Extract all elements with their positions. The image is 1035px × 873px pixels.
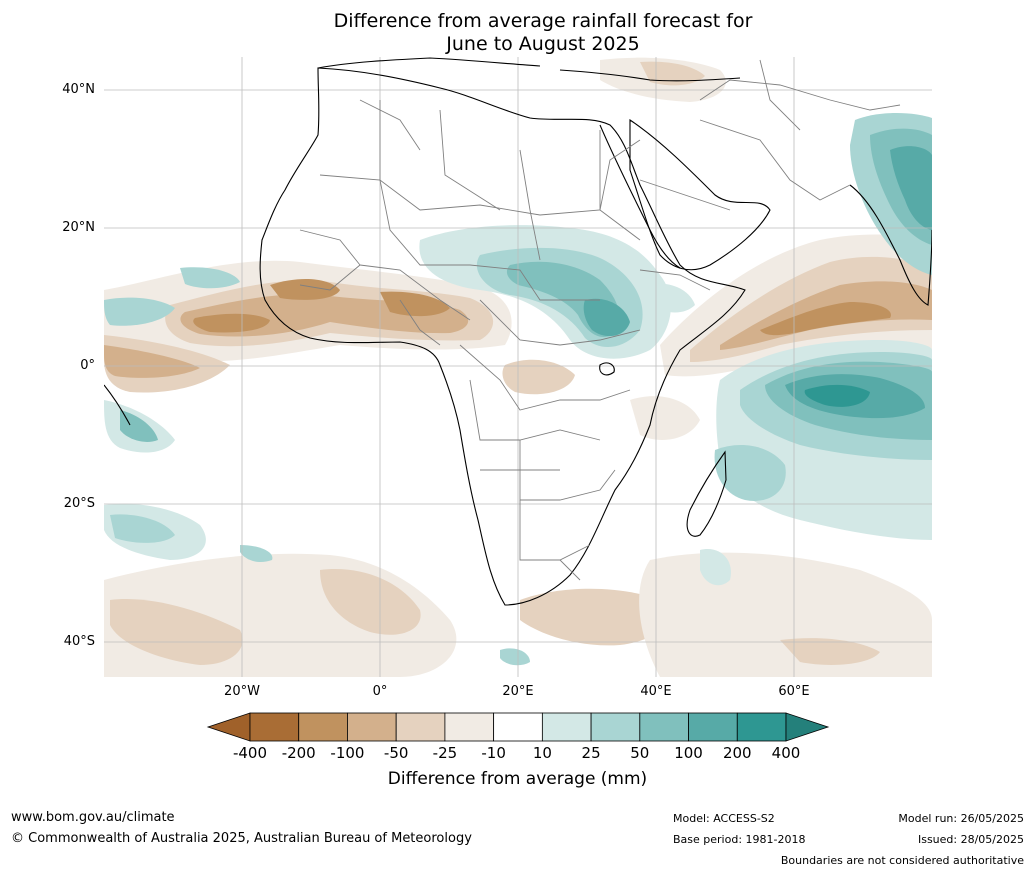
footer-copyright: © Commonwealth of Australia 2025, Austra… (11, 831, 472, 846)
lon-label-60E: 60°E (778, 684, 810, 699)
colorbar-tick-label: -25 (432, 744, 458, 762)
arabia-coastline (629, 118, 771, 271)
dry-region-atlantic-equator-inner (104, 345, 200, 378)
footer-website[interactable]: www.bom.gov.au/climate (11, 810, 175, 825)
wet-region-india-inner (890, 146, 932, 230)
dry-region-sahel-core (270, 278, 340, 300)
dry-region-congo (502, 359, 575, 395)
madagascar-coastline (686, 450, 727, 537)
country-borders (299, 59, 901, 581)
colorbar-tick-label: -10 (481, 744, 506, 762)
colorbar-tick-label: 200 (722, 744, 752, 762)
footer-model-run: Model run: 26/05/2025 (898, 812, 1024, 825)
wet-region-west-africa-coast (180, 267, 240, 289)
footer-model: Model: ACCESS-S2 (673, 812, 775, 825)
lat-label-40S: 40°S (63, 634, 95, 649)
lon-label-40E: 40°E (640, 684, 672, 699)
footer-disclaimer: Boundaries are not considered authoritat… (780, 854, 1024, 867)
dry-region-east-africa-south (630, 396, 700, 440)
dry-region-south-atlantic-west (110, 599, 243, 665)
lat-label-20N: 20°N (62, 220, 95, 235)
wet-region-sahara (425, 235, 470, 262)
wet-region-madagascar (714, 445, 786, 501)
wet-region-south-east (880, 497, 932, 535)
lat-label-equator: 0° (80, 358, 95, 373)
lon-label-0E: 0° (372, 684, 388, 699)
footer-issued: Issued: 28/05/2025 (917, 833, 1024, 846)
colorbar-tick-label: -200 (281, 744, 316, 762)
wet-region-south-atlantic-inner (110, 514, 175, 543)
wet-region-south-small-2 (240, 545, 273, 563)
dry-region-south-atlantic-inner (320, 569, 421, 635)
red-sea-coastline (599, 124, 681, 269)
south-america-coast (104, 384, 131, 426)
footer-base-period: Base period: 1981-2018 (673, 833, 806, 846)
title-line-1: Difference from average rainfall forecas… (333, 10, 753, 32)
colorbar-tick-label: -50 (383, 744, 409, 762)
lake-victoria (599, 362, 615, 376)
lon-label-20W: 20°W (224, 684, 260, 699)
colorbar-tick-label: 100 (674, 744, 703, 762)
dry-region-arabian-sea-core (760, 302, 891, 336)
africa-coastline (259, 67, 746, 606)
map-content (104, 57, 932, 677)
dry-region-far-south-east (780, 638, 880, 665)
colorbar-tick-label: 400 (771, 744, 801, 762)
dry-region-south-indian (520, 588, 668, 646)
colorbar-tick-label: -400 (232, 744, 268, 762)
india-coastline (849, 184, 932, 306)
europe-coastline (317, 57, 741, 82)
coastlines (104, 57, 932, 606)
chart-title: Difference from average rainfall forecas… (0, 10, 1035, 56)
wet-region-angola-coast-inner (120, 410, 158, 442)
dry-region-west-africa-coast (380, 291, 450, 317)
title-line-2: June to August 2025 (446, 33, 640, 55)
wet-region-south-small-1 (500, 648, 530, 666)
lat-label-20S: 20°S (63, 496, 95, 511)
colorbar-tick-label: 10 (532, 744, 552, 762)
wet-region-southern-ocean-east (700, 549, 731, 586)
lat-label-40N: 40°N (62, 82, 95, 97)
wet-region-indian-ocean-core (804, 384, 870, 407)
colorbar-tick-label: 50 (630, 744, 650, 762)
dry-region-west-africa-core (193, 313, 270, 333)
wet-region-great-lakes (583, 298, 630, 337)
colorbar-tick-label: 25 (581, 744, 601, 762)
wet-region-east-africa-horn (650, 283, 695, 313)
colorbar-label: Difference from average (mm) (387, 769, 648, 789)
lon-label-20E: 20°E (502, 684, 534, 699)
colorbar-tick-label: -100 (330, 744, 365, 762)
wet-region-gulf-guinea (104, 297, 175, 326)
